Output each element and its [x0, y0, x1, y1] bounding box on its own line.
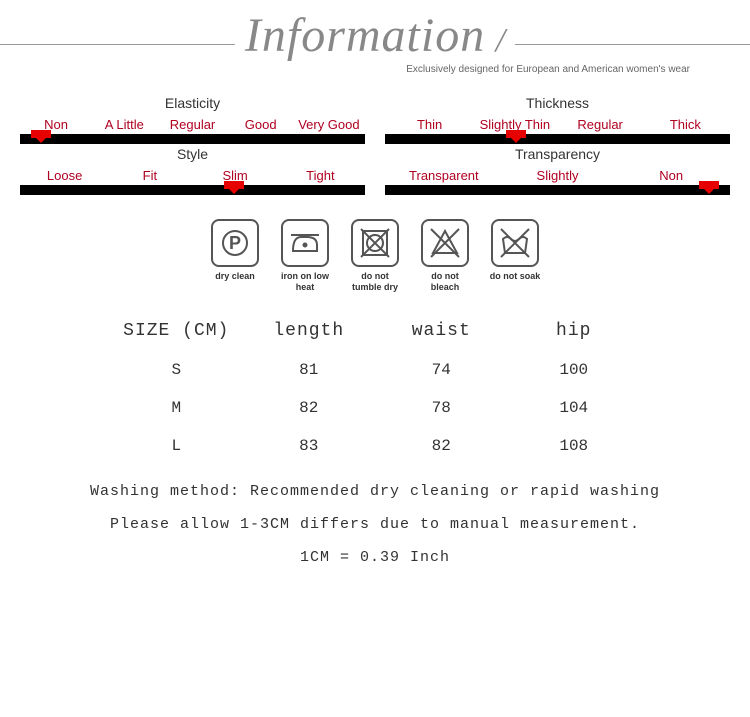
table-cell: 81	[243, 361, 376, 379]
scales-right-col: ThicknessThinSlightly ThinRegularThickTr…	[385, 95, 730, 197]
care-label: do not bleach	[416, 271, 474, 293]
scale-bar	[20, 185, 365, 195]
table-cell: S	[110, 361, 243, 379]
scale-style: Style LooseFitSlimTight	[20, 146, 365, 195]
scale-label: Tight	[278, 168, 363, 183]
scale-marker-icon	[506, 130, 526, 138]
scale-labels: TransparentSlightlyNon	[385, 168, 730, 183]
scale-elasticity: Elasticity NonA LittleRegularGoodVery Goo…	[20, 95, 365, 144]
table-cell: 82	[375, 437, 508, 455]
column-header: waist	[375, 321, 508, 341]
column-header: hip	[508, 321, 641, 341]
svg-text:P: P	[229, 233, 241, 253]
scale-label: Thin	[387, 117, 472, 132]
scale-transparency: Transparency TransparentSlightlyNon	[385, 146, 730, 195]
care-item-no-bleach: do not bleach	[416, 219, 474, 293]
column-header: SIZE (CM)	[110, 321, 243, 341]
table-cell: 108	[508, 437, 641, 455]
header-slash: /	[496, 22, 505, 59]
table-cell: M	[110, 399, 243, 417]
table-cell: 100	[508, 361, 641, 379]
care-label: do not soak	[486, 271, 544, 282]
table-cell: 83	[243, 437, 376, 455]
care-item-no-soak: do not soak	[486, 219, 544, 293]
scale-label: Very Good	[295, 117, 363, 132]
table-row: M8278104	[110, 399, 640, 417]
note-washing: Washing method: Recommended dry cleaning…	[0, 475, 750, 508]
care-instructions: Pdry clean iron on low heat do not tumble …	[0, 219, 750, 293]
table-row: L8382108	[110, 437, 640, 455]
scale-title: Style	[20, 146, 365, 162]
scale-marker-icon	[31, 130, 51, 138]
table-cell: 82	[243, 399, 376, 417]
scale-thickness: ThicknessThinSlightly ThinRegularThick	[385, 95, 730, 144]
header-title-wrap: Information /	[235, 8, 515, 63]
note-conversion: 1CM = 0.39 Inch	[0, 541, 750, 574]
scales-left-col: Elasticity NonA LittleRegularGoodVery Goo…	[20, 95, 365, 197]
note-tolerance: Please allow 1-3CM differs due to manual…	[0, 508, 750, 541]
table-cell: 74	[375, 361, 508, 379]
scale-label: Transparent	[387, 168, 501, 183]
care-label: iron on low heat	[276, 271, 334, 293]
column-header: length	[243, 321, 376, 341]
no-tumble-icon	[351, 219, 399, 267]
table-header-row: SIZE (CM)lengthwaisthip	[110, 321, 640, 341]
scale-bar	[385, 185, 730, 195]
care-item-dry-clean: Pdry clean	[206, 219, 264, 293]
no-bleach-icon	[421, 219, 469, 267]
scale-label: Good	[227, 117, 295, 132]
scale-labels: NonA LittleRegularGoodVery Good	[20, 117, 365, 132]
table-cell: L	[110, 437, 243, 455]
scale-label: Thick	[643, 117, 728, 132]
scale-labels: ThinSlightly ThinRegularThick	[385, 117, 730, 132]
no-soak-icon	[491, 219, 539, 267]
scale-label: Regular	[558, 117, 643, 132]
scale-bar	[20, 134, 365, 144]
iron-low-icon	[281, 219, 329, 267]
scale-marker-icon	[699, 181, 719, 189]
care-label: dry clean	[206, 271, 264, 282]
dry-clean-icon: P	[211, 219, 259, 267]
scale-label: A Little	[90, 117, 158, 132]
scale-title: Transparency	[385, 146, 730, 162]
header: Information / Exclusively designed for E…	[0, 8, 750, 83]
scale-label: Regular	[158, 117, 226, 132]
scale-label: Loose	[22, 168, 107, 183]
page-title: Information	[245, 9, 485, 62]
care-label: do not tumble dry	[346, 271, 404, 293]
scale-bar	[385, 134, 730, 144]
scale-marker-icon	[224, 181, 244, 189]
table-cell: 78	[375, 399, 508, 417]
notes: Washing method: Recommended dry cleaning…	[0, 475, 750, 574]
scale-label: Slightly	[501, 168, 615, 183]
scales-section: Elasticity NonA LittleRegularGoodVery Goo…	[0, 83, 750, 197]
size-table: SIZE (CM)lengthwaisthipS8174100M8278104L…	[110, 321, 640, 455]
table-row: S8174100	[110, 361, 640, 379]
scale-title: Elasticity	[20, 95, 365, 111]
care-item-iron-low: iron on low heat	[276, 219, 334, 293]
care-item-no-tumble: do not tumble dry	[346, 219, 404, 293]
scale-label: Fit	[107, 168, 192, 183]
header-subtitle: Exclusively designed for European and Am…	[406, 64, 690, 75]
scale-labels: LooseFitSlimTight	[20, 168, 365, 183]
scale-title: Thickness	[385, 95, 730, 111]
table-cell: 104	[508, 399, 641, 417]
